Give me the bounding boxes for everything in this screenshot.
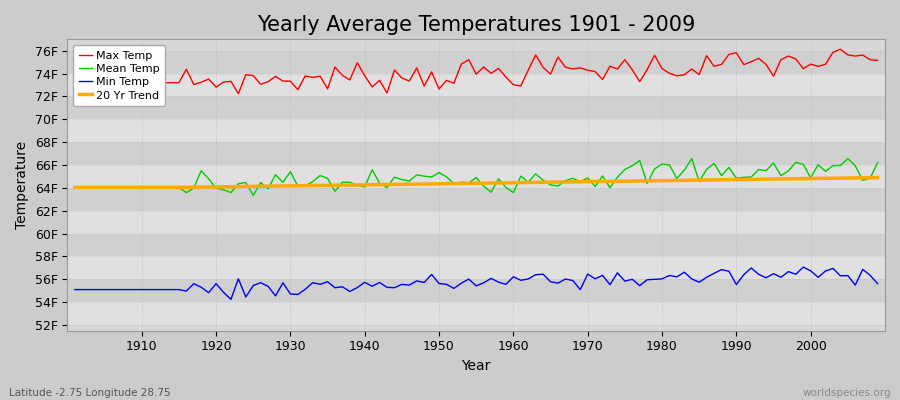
Text: worldspecies.org: worldspecies.org (803, 388, 891, 398)
Min Temp (797, 265, 808, 270)
Mean Temp (69, 185, 80, 190)
Bar (68, 165, 885, 188)
Min Temp (516, 278, 526, 283)
Bar (68, 302, 885, 325)
Min Temp (508, 274, 518, 279)
Min Temp (872, 281, 883, 286)
Mean Temp (872, 160, 883, 165)
Line: Min Temp: Min Temp (75, 267, 878, 299)
Max Temp (233, 91, 244, 96)
X-axis label: Year: Year (462, 359, 490, 373)
Bar (68, 96, 885, 119)
20 Yr Trend (337, 183, 347, 188)
20 Yr Trend (292, 183, 303, 188)
Min Temp (129, 287, 140, 292)
Min Temp (69, 287, 80, 292)
Min Temp (605, 282, 616, 287)
Y-axis label: Temperature: Temperature (15, 141, 29, 229)
Mean Temp (248, 193, 258, 198)
Bar (68, 234, 885, 256)
Text: Latitude -2.75 Longitude 28.75: Latitude -2.75 Longitude 28.75 (9, 388, 171, 398)
Max Temp (69, 80, 80, 85)
Max Temp (872, 58, 883, 63)
Bar (68, 142, 885, 165)
Mean Temp (129, 185, 140, 190)
Max Temp (345, 78, 356, 82)
Bar (68, 279, 885, 302)
Bar (68, 51, 885, 74)
Mean Temp (516, 174, 526, 178)
Line: 20 Yr Trend: 20 Yr Trend (75, 178, 878, 187)
Line: Max Temp: Max Temp (75, 49, 878, 94)
Min Temp (345, 289, 356, 294)
Mean Temp (508, 190, 518, 195)
Bar (68, 211, 885, 234)
20 Yr Trend (500, 180, 511, 185)
Max Temp (516, 84, 526, 88)
Mean Temp (605, 185, 616, 190)
Max Temp (300, 74, 310, 78)
Mean Temp (842, 156, 853, 161)
20 Yr Trend (598, 179, 608, 184)
Bar (68, 256, 885, 279)
Legend: Max Temp, Mean Temp, Min Temp, 20 Yr Trend: Max Temp, Mean Temp, Min Temp, 20 Yr Tre… (73, 45, 166, 106)
20 Yr Trend (872, 175, 883, 180)
Max Temp (508, 82, 518, 87)
Min Temp (300, 287, 310, 292)
20 Yr Trend (69, 185, 80, 190)
20 Yr Trend (129, 185, 140, 190)
Bar (68, 74, 885, 96)
20 Yr Trend (508, 180, 518, 185)
Max Temp (129, 80, 140, 85)
Mean Temp (345, 180, 356, 185)
Title: Yearly Average Temperatures 1901 - 2009: Yearly Average Temperatures 1901 - 2009 (257, 15, 696, 35)
Bar (68, 119, 885, 142)
Max Temp (835, 47, 846, 52)
Max Temp (605, 64, 616, 68)
Bar (68, 188, 885, 211)
Mean Temp (300, 184, 310, 188)
Min Temp (226, 297, 237, 302)
Line: Mean Temp: Mean Temp (75, 159, 878, 196)
